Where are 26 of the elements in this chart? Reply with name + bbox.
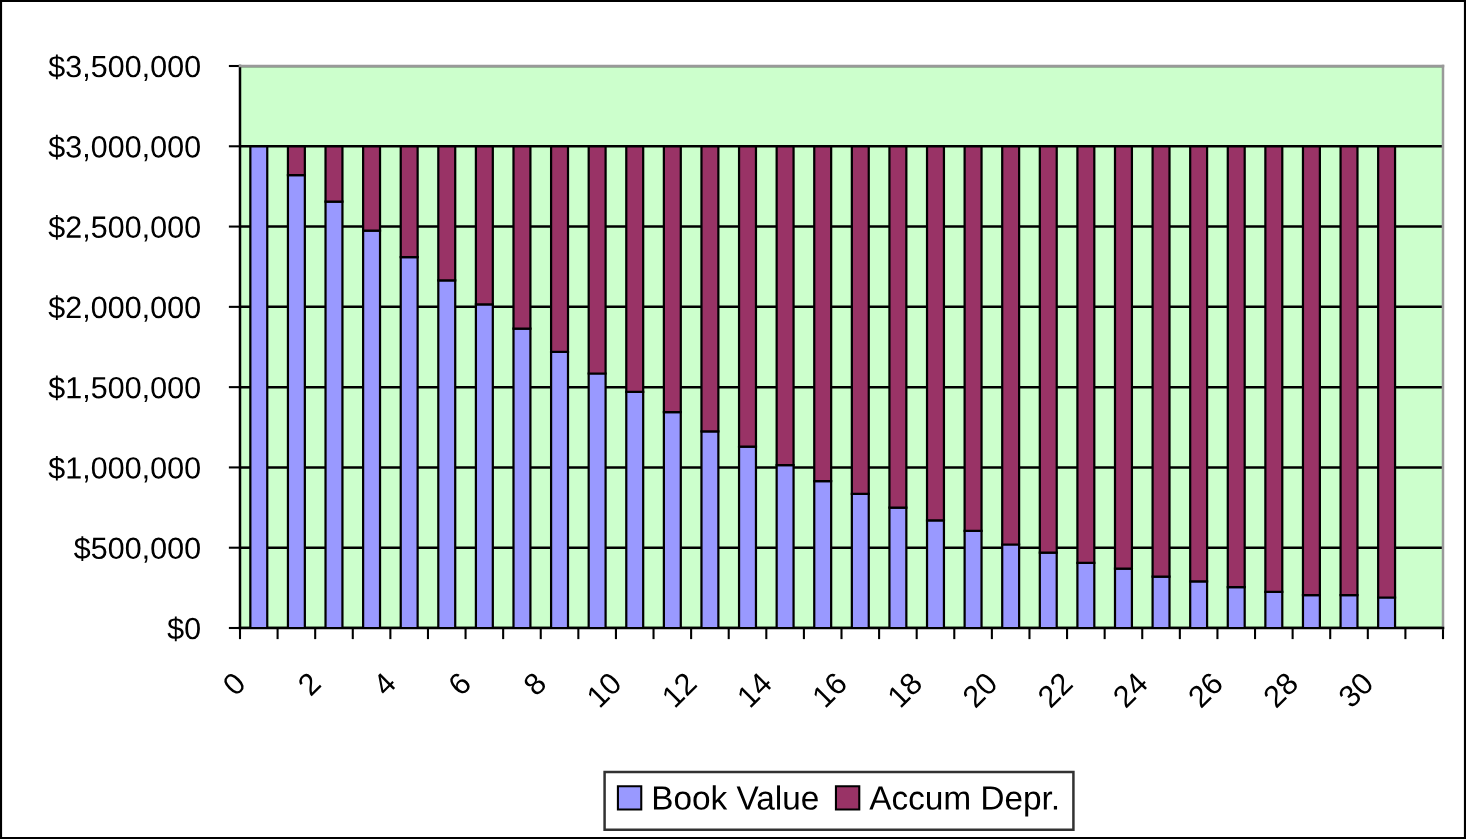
legend-label: Book Value <box>653 785 818 810</box>
x-tick-label: 26 <box>1186 671 1225 709</box>
y-tick-label: $1,000,000 <box>48 455 200 483</box>
x-tick-label: 8 <box>522 671 548 697</box>
x-tick-label: 30 <box>1336 671 1375 709</box>
x-tick-label: 14 <box>736 671 774 708</box>
x-tick-label: 10 <box>585 671 623 708</box>
y-tick-label: $1,500,000 <box>48 375 200 403</box>
x-tick-label: 16 <box>811 671 849 708</box>
y-tick-label: $2,000,000 <box>48 295 200 322</box>
x-tick-label: 6 <box>447 671 473 697</box>
x-tick-label: 12 <box>661 671 698 708</box>
x-tick-label: 0 <box>221 671 247 697</box>
legend-label: Accum Depr. <box>869 786 1058 817</box>
x-tick-label: 20 <box>961 671 999 709</box>
y-tick-label: $3,000,000 <box>48 134 200 162</box>
y-tick-label: $0 <box>167 616 200 642</box>
x-tick-label: 22 <box>1036 671 1074 709</box>
y-tick-label: $2,500,000 <box>48 215 200 242</box>
y-tick-label: $3,500,000 <box>48 54 200 81</box>
x-tick-label: 18 <box>886 671 924 708</box>
x-tick-label: 4 <box>371 671 398 697</box>
y-tick-label: $500,000 <box>74 536 200 563</box>
x-tick-label: 2 <box>296 671 322 697</box>
x-tick-label: 24 <box>1111 670 1150 709</box>
x-tick-label: 28 <box>1262 671 1300 709</box>
